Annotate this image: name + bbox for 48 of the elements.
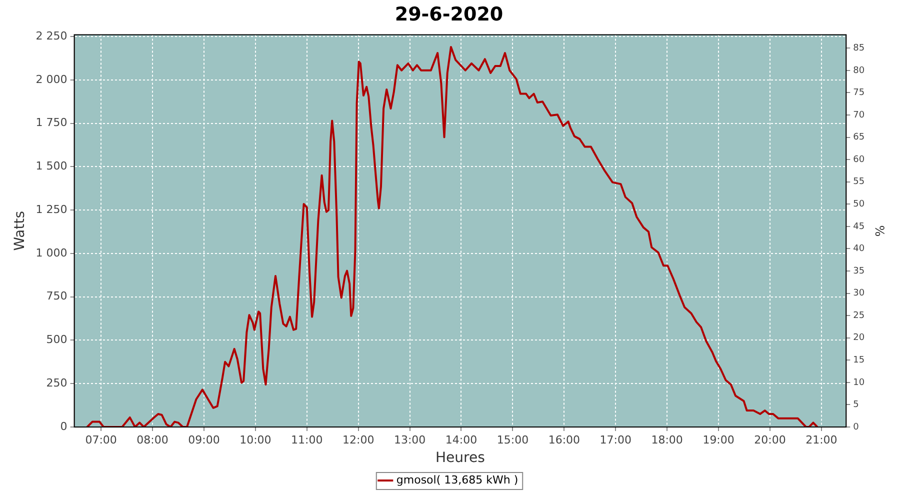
x-tick-label: 09:00 [188,433,220,446]
y2-tick-label: 40 [853,244,865,254]
y2-tick-label: 80 [853,66,865,76]
y-tick-label: 1 000 [36,246,68,260]
x-tick-label: 16:00 [548,433,580,446]
x-tick-label: 17:00 [600,433,632,446]
y2-tick-label: 30 [853,288,865,299]
x-tick-label: 21:00 [806,433,838,446]
x-tick-label: 18:00 [651,433,683,446]
x-tick-label: 10:00 [240,433,272,446]
y-tick-label: 2 250 [36,29,68,42]
y2-tick-label: 60 [853,154,865,165]
y2-tick-label: 35 [853,266,865,276]
y-tick-label: 500 [46,333,68,346]
y-tick-label: 2 000 [36,72,68,86]
x-tick-label: 19:00 [702,433,734,446]
x-tick-label: 15:00 [496,433,529,446]
x-tick-label: 12:00 [342,433,374,446]
x-tick-label: 13:00 [394,433,426,446]
y-tick-label: 0 [60,420,68,433]
x-tick-label: 08:00 [136,433,168,446]
y-tick-label: 1 750 [36,116,68,130]
x-tick-label: 07:00 [85,433,117,446]
y2-tick-label: 15 [853,355,865,366]
y2-tick-label: 0 [853,422,860,432]
y2-tick-label: 65 [853,132,865,143]
y2-tick-label: 45 [853,222,865,232]
y2-tick-label: 10 [853,378,865,388]
y2-tick-label: 50 [853,200,865,210]
legend-label: gmosol( 13,685 kWh ) [396,473,518,486]
y2-axis-title: % [872,225,887,237]
y2-tick-label: 75 [853,88,865,98]
y2-tick-label: 5 [853,400,859,410]
y-tick-label: 750 [46,290,68,303]
x-tick-label: 14:00 [445,433,478,446]
y2-tick-label: 25 [853,310,865,321]
y-tick-label: 250 [46,376,68,390]
y-tick-label: 1 500 [36,160,68,173]
x-axis-title: Heures [436,450,485,466]
y-axis-title: Watts [12,210,28,251]
x-tick-label: 20:00 [754,433,786,446]
chart-title: 29-6-2020 [394,3,504,26]
y2-tick-label: 55 [853,177,865,188]
y-tick-label: 1 250 [36,202,68,216]
y2-tick-label: 70 [853,110,865,120]
y2-tick-label: 85 [853,44,865,54]
y2-tick-label: 20 [853,333,865,344]
x-tick-label: 11:00 [291,433,323,446]
